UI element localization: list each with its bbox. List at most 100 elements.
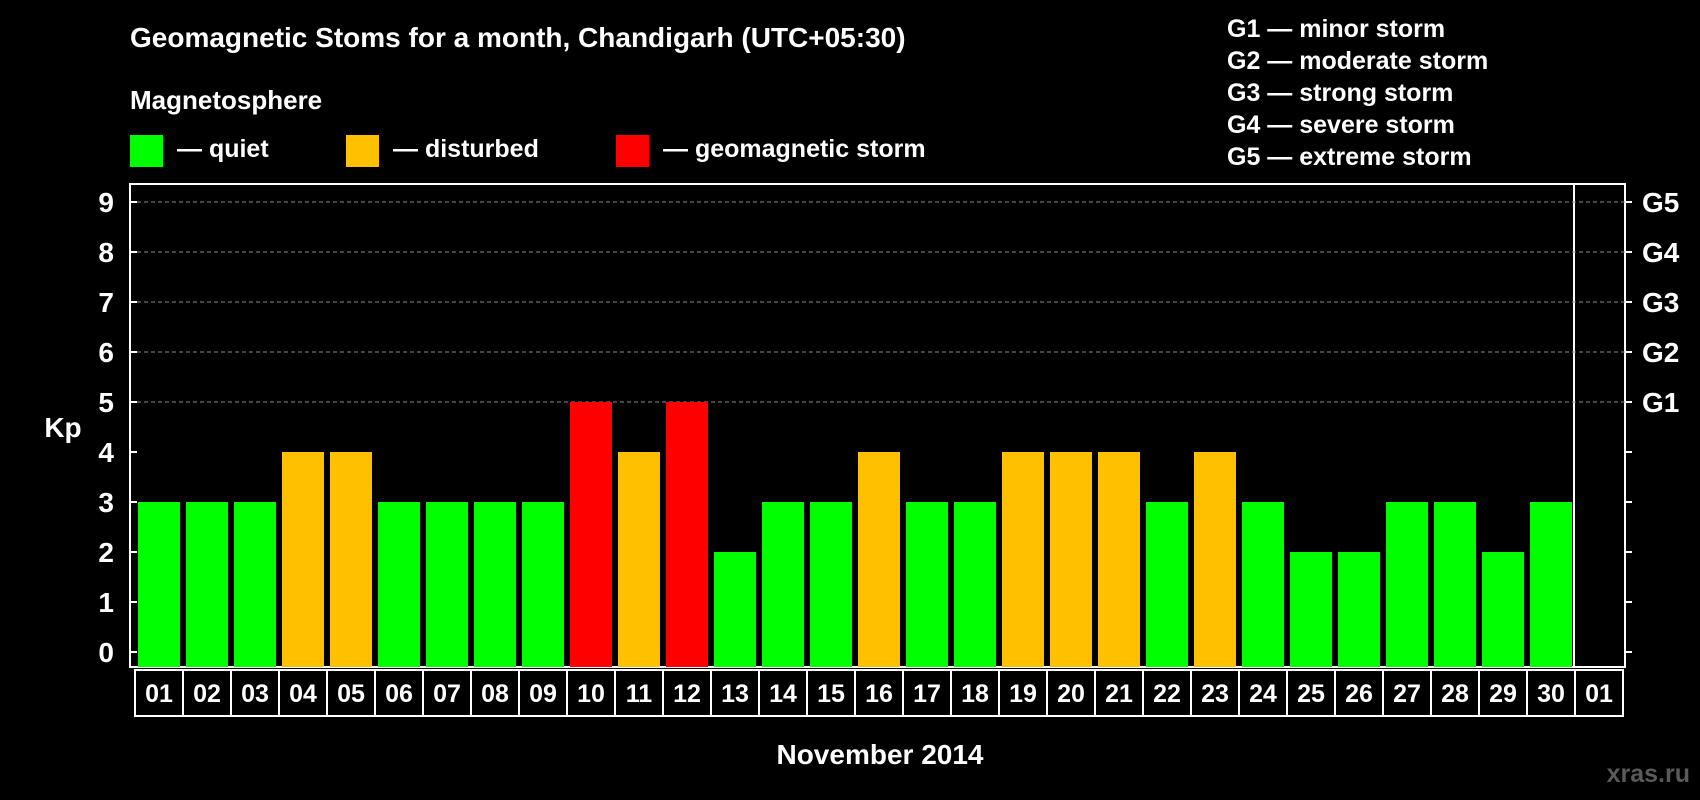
bar-day-1 [138,502,180,667]
storm-level-label: G4 [1642,237,1680,268]
bar-day-18 [954,502,996,667]
bar-day-19 [1002,452,1044,667]
bar-day-10 [570,402,612,667]
x-tick-label: 19 [1009,680,1037,708]
bar-day-28 [1434,502,1476,667]
bar-day-9 [522,502,564,667]
y-axis-label: Kp [44,412,81,443]
bar-day-14 [762,502,804,667]
y-axis-right: G1 G2 G3 G4 G5 [1625,187,1680,653]
bar-day-26 [1338,552,1380,667]
bar-day-29 [1482,552,1524,667]
storm-level-label: G5 [1642,187,1679,218]
storm-scale-g3: G3 — strong storm [1227,79,1453,107]
x-axis-label: November 2014 [776,739,983,770]
x-axis-day-cells: 01 02 03 04 05 06 07 08 09 10 11 12 13 14 15 16 17 18 19 20… [134,669,1624,717]
y-tick-label: 6 [98,337,114,368]
chart-title: Geomagnetic Stoms for a month, Chandigar… [130,22,906,53]
bar-day-6 [378,502,420,667]
x-tick-label: 21 [1105,680,1133,708]
x-tick-label: 25 [1297,680,1325,708]
legend-swatch-storm [616,135,649,167]
y-tick-label: 9 [98,187,114,218]
bar-day-23 [1194,452,1236,667]
x-tick-label: 18 [961,680,989,708]
x-tick-label: 09 [529,680,557,708]
y-tick-label: 0 [98,637,114,668]
x-tick-label: 05 [337,680,365,708]
x-tick-label: 28 [1441,680,1469,708]
bar-day-16 [858,452,900,667]
x-tick-label: 06 [385,680,413,708]
x-tick-label: 16 [865,680,893,708]
bar-day-5 [330,452,372,667]
x-tick-label: 13 [721,680,749,708]
legend-label-disturbed: — disturbed [393,135,539,163]
legend-label-storm: — geomagnetic storm [663,135,926,163]
x-tick-label: 29 [1489,680,1517,708]
storm-scale-g4: G4 — severe storm [1227,111,1455,139]
y-tick-label: 8 [98,237,114,268]
bar-day-13 [714,552,756,667]
storm-scale-g1: G1 — minor storm [1227,15,1445,43]
x-tick-label: 04 [289,680,317,708]
x-tick-label: 07 [433,680,461,708]
x-tick-label: 08 [481,680,509,708]
chart-subtitle: Magnetosphere [130,85,322,115]
x-tick-label: 02 [193,680,221,708]
y-tick-label: 7 [98,287,114,318]
legend-label-quiet: — quiet [177,135,269,163]
storm-level-label: G3 [1642,287,1679,318]
storm-scale-legend: G1 — minor storm G2 — moderate storm G3 … [1227,15,1488,171]
storm-level-label: G2 [1642,337,1679,368]
storm-scale-g5: G5 — extreme storm [1227,143,1472,171]
y-tick-label: 3 [98,487,114,518]
x-tick-label: 20 [1057,680,1085,708]
y-tick-label: 4 [98,437,114,468]
bar-day-20 [1050,452,1092,667]
bar-day-17 [906,502,948,667]
bar-day-21 [1098,452,1140,667]
bar-day-25 [1290,552,1332,667]
bar-day-15 [810,502,852,667]
bars [138,402,1572,667]
x-tick-label: 11 [626,680,653,708]
y-tick-label: 5 [98,387,114,418]
y-tick-label: 1 [98,587,114,618]
x-tick-label: 23 [1201,680,1229,708]
x-tick-label: 24 [1249,680,1277,708]
x-tick-label: 17 [913,680,941,708]
bar-day-4 [282,452,324,667]
bar-day-22 [1146,502,1188,667]
storm-level-label: G1 [1642,387,1679,418]
bar-day-24 [1242,502,1284,667]
bar-day-12 [666,402,708,667]
legend-swatch-disturbed [346,135,379,167]
x-tick-label: 26 [1345,680,1373,708]
x-axis-cells-frame [134,669,1624,717]
x-tick-label: 15 [817,680,845,708]
x-tick-label: 03 [241,680,269,708]
bar-day-30 [1530,502,1572,667]
x-tick-label: 27 [1393,680,1421,708]
x-tick-label: 22 [1153,680,1181,708]
gridlines [130,201,1625,403]
x-tick-label: 30 [1537,680,1565,708]
bar-day-8 [474,502,516,667]
x-tick-label: 10 [577,680,605,708]
x-tick-label: 01 [1585,680,1613,708]
storm-scale-g2: G2 — moderate storm [1227,47,1488,75]
bar-day-27 [1386,502,1428,667]
x-tick-label: 12 [673,680,701,708]
y-tick-label: 2 [98,537,114,568]
bar-day-3 [234,502,276,667]
watermark: xras.ru [1607,760,1690,788]
x-tick-label: 14 [769,680,797,708]
bar-day-2 [186,502,228,667]
legend-swatch-quiet [130,135,163,167]
bar-day-7 [426,502,468,667]
x-tick-label: 01 [145,680,173,708]
bar-day-11 [618,452,660,667]
status-legend: — quiet — disturbed — geomagnetic storm [130,135,926,167]
